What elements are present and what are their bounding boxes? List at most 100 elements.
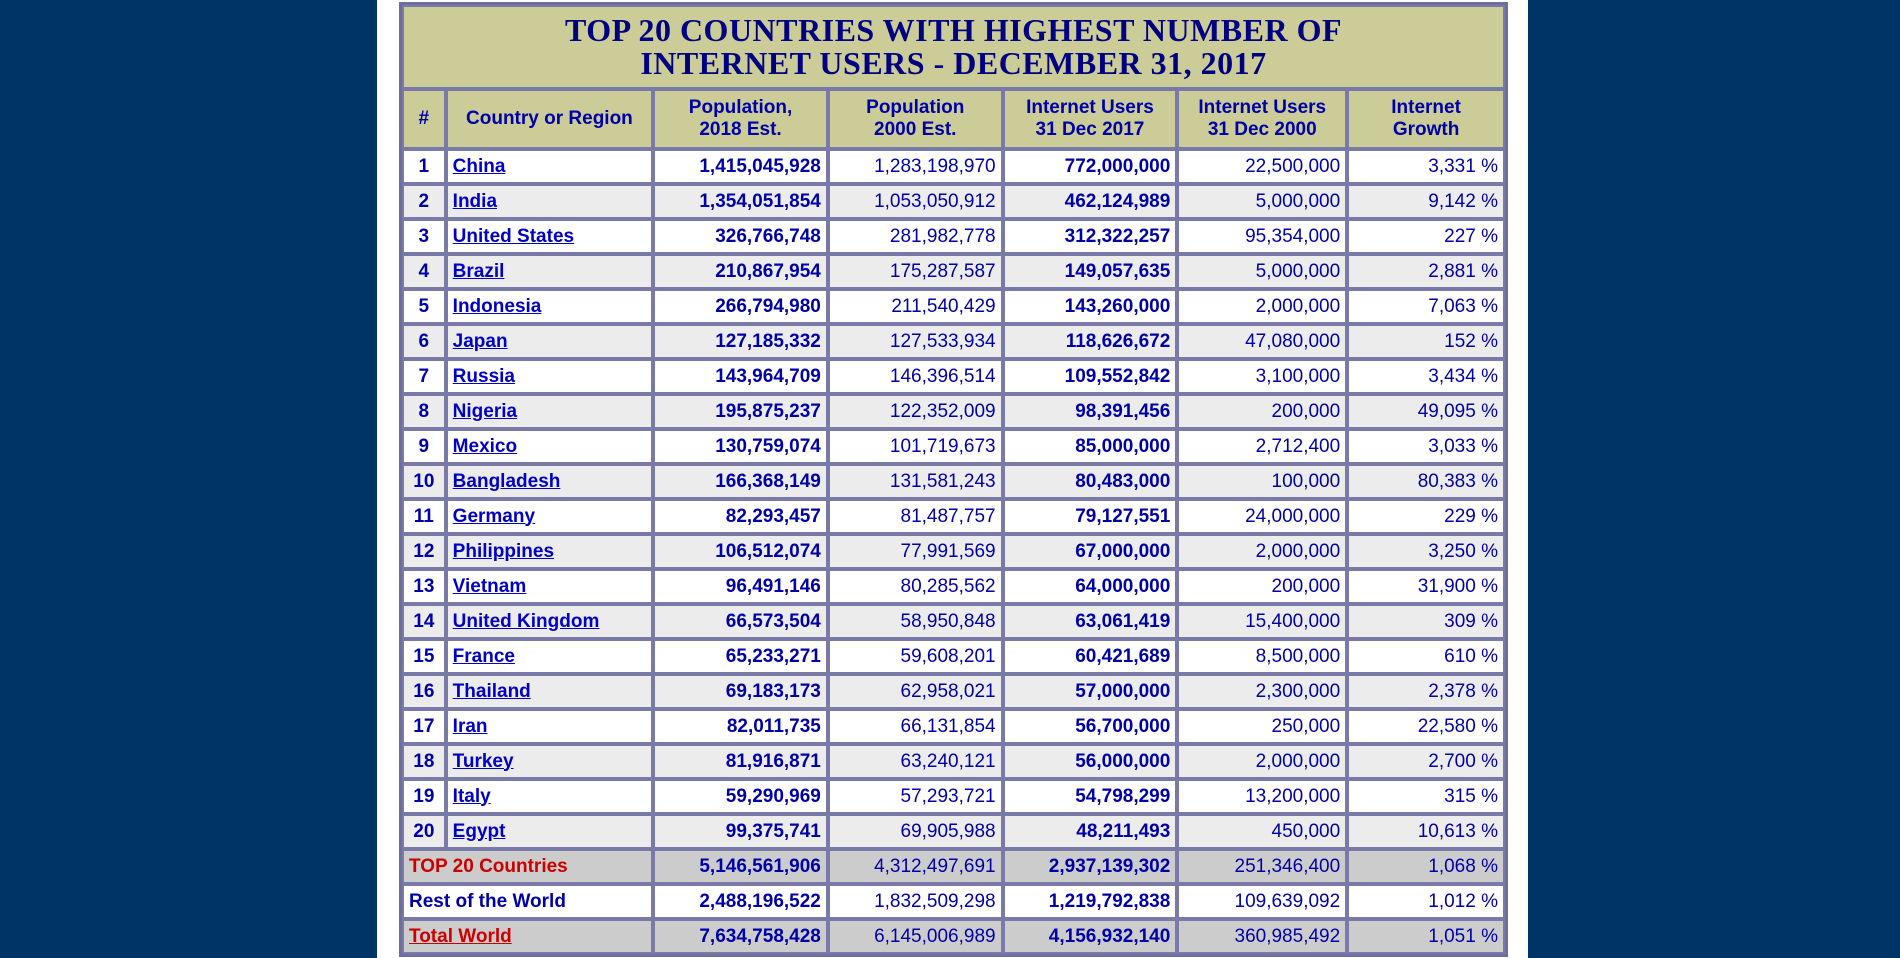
header-pop2000: Population 2000 Est. — [827, 89, 1003, 149]
country-link[interactable]: Philippines — [452, 540, 555, 562]
growth-cell: 227 % — [1347, 219, 1505, 254]
country-cell: India — [445, 184, 654, 219]
growth-cell: 7,063 % — [1347, 289, 1505, 324]
country-link[interactable]: Russia — [452, 365, 515, 387]
rest-pop2000: 1,832,509,298 — [827, 884, 1003, 919]
pop2000-cell: 77,991,569 — [827, 534, 1003, 569]
country-cell: Vietnam — [445, 569, 654, 604]
country-link[interactable]: Turkey — [452, 750, 514, 772]
pop2018-cell: 195,875,237 — [653, 394, 828, 429]
country-cell: United Kingdom — [445, 604, 654, 639]
users2017-cell: 143,260,000 — [1002, 289, 1178, 324]
total-world-cell: Total World — [402, 919, 654, 954]
pop2018-cell: 166,368,149 — [653, 464, 828, 499]
rank-cell: 9 — [402, 429, 446, 464]
country-link[interactable]: United Kingdom — [452, 610, 600, 632]
users2000-cell: 450,000 — [1177, 814, 1348, 849]
country-link[interactable]: China — [452, 155, 506, 177]
users2017-cell: 79,127,551 — [1002, 499, 1178, 534]
users2017-cell: 109,552,842 — [1002, 359, 1178, 394]
header-growth: Internet Growth — [1347, 89, 1505, 149]
country-link[interactable]: Vietnam — [452, 575, 527, 597]
users2000-cell: 13,200,000 — [1177, 779, 1348, 814]
country-link[interactable]: Brazil — [452, 260, 505, 282]
country-link[interactable]: Italy — [452, 785, 491, 807]
rank-cell: 5 — [402, 289, 446, 324]
users2017-cell: 63,061,419 — [1002, 604, 1178, 639]
pop2018-cell: 82,011,735 — [653, 709, 828, 744]
country-cell: China — [445, 149, 654, 184]
rank-cell: 12 — [402, 534, 446, 569]
country-link[interactable]: Mexico — [452, 435, 518, 457]
country-link[interactable]: Japan — [452, 330, 508, 352]
pop2018-cell: 59,290,969 — [653, 779, 828, 814]
top20-pop2018: 5,146,561,906 — [653, 849, 828, 884]
country-cell: Nigeria — [445, 394, 654, 429]
header-growth-line2: Growth — [1392, 119, 1460, 140]
pop2000-cell: 127,533,934 — [827, 324, 1003, 359]
rank-cell: 15 — [402, 639, 446, 674]
users2017-cell: 54,798,299 — [1002, 779, 1178, 814]
country-link[interactable]: Bangladesh — [452, 470, 561, 492]
pop2000-cell: 122,352,009 — [827, 394, 1003, 429]
rank-cell: 18 — [402, 744, 446, 779]
users2017-cell: 56,000,000 — [1002, 744, 1178, 779]
header-users2017: Internet Users 31 Dec 2017 — [1002, 89, 1178, 149]
total-world-link[interactable]: Total World — [409, 925, 512, 947]
users2000-cell: 22,500,000 — [1177, 149, 1348, 184]
rank-cell: 14 — [402, 604, 446, 639]
country-link[interactable]: Iran — [452, 715, 488, 737]
pop2018-cell: 106,512,074 — [653, 534, 828, 569]
rank-cell: 1 — [402, 149, 446, 184]
growth-cell: 22,580 % — [1347, 709, 1505, 744]
header-users2000-line1: Internet Users — [1198, 97, 1327, 118]
growth-cell: 3,331 % — [1347, 149, 1505, 184]
users2017-cell: 67,000,000 — [1002, 534, 1178, 569]
world-pop2018: 7,634,758,428 — [653, 919, 828, 954]
top20-growth: 1,068 % — [1347, 849, 1505, 884]
pop2018-cell: 210,867,954 — [653, 254, 828, 289]
table-row: 17 Iran 82,011,735 66,131,854 56,700,000 250,… — [402, 709, 1505, 744]
country-cell: Germany — [445, 499, 654, 534]
pop2018-cell: 130,759,074 — [653, 429, 828, 464]
top20-pop2000: 4,312,497,691 — [827, 849, 1003, 884]
table-row: 20 Egypt 99,375,741 69,905,988 48,211,493 450… — [402, 814, 1505, 849]
header-pop2018-line2: 2018 Est. — [699, 119, 782, 140]
users2000-cell: 200,000 — [1177, 569, 1348, 604]
growth-cell: 31,900 % — [1347, 569, 1505, 604]
users2000-cell: 95,354,000 — [1177, 219, 1348, 254]
users2000-cell: 24,000,000 — [1177, 499, 1348, 534]
pop2000-cell: 1,283,198,970 — [827, 149, 1003, 184]
users2000-cell: 47,080,000 — [1177, 324, 1348, 359]
country-cell: United States — [445, 219, 654, 254]
users2017-cell: 60,421,689 — [1002, 639, 1178, 674]
table-row: 5 Indonesia 266,794,980 211,540,429 143,260,… — [402, 289, 1505, 324]
users2017-cell: 149,057,635 — [1002, 254, 1178, 289]
country-cell: Bangladesh — [445, 464, 654, 499]
rank-cell: 4 — [402, 254, 446, 289]
country-link[interactable]: Germany — [452, 505, 536, 527]
rank-cell: 19 — [402, 779, 446, 814]
table-row: 11 Germany 82,293,457 81,487,757 79,127,551 2… — [402, 499, 1505, 534]
header-rank: # — [402, 89, 446, 149]
country-link[interactable]: France — [452, 645, 515, 667]
country-link[interactable]: Egypt — [452, 820, 506, 842]
growth-cell: 9,142 % — [1347, 184, 1505, 219]
country-link[interactable]: United States — [452, 225, 575, 247]
pop2018-cell: 69,183,173 — [653, 674, 828, 709]
table-row: 9 Mexico 130,759,074 101,719,673 85,000,000 2… — [402, 429, 1505, 464]
country-link[interactable]: Thailand — [452, 680, 531, 702]
header-pop2000-line1: Population — [866, 97, 965, 118]
country-cell: Japan — [445, 324, 654, 359]
growth-cell: 309 % — [1347, 604, 1505, 639]
pop2000-cell: 69,905,988 — [827, 814, 1003, 849]
table-row: 13 Vietnam 96,491,146 80,285,562 64,000,000 2… — [402, 569, 1505, 604]
country-link[interactable]: Indonesia — [452, 295, 542, 317]
country-link[interactable]: Nigeria — [452, 400, 518, 422]
header-users2000-line2: 31 Dec 2000 — [1207, 119, 1317, 140]
users2000-cell: 5,000,000 — [1177, 184, 1348, 219]
total-world-row: Total World 7,634,758,428 6,145,006,989 … — [402, 919, 1505, 954]
country-link[interactable]: India — [452, 190, 498, 212]
growth-cell: 80,383 % — [1347, 464, 1505, 499]
pop2000-cell: 146,396,514 — [827, 359, 1003, 394]
